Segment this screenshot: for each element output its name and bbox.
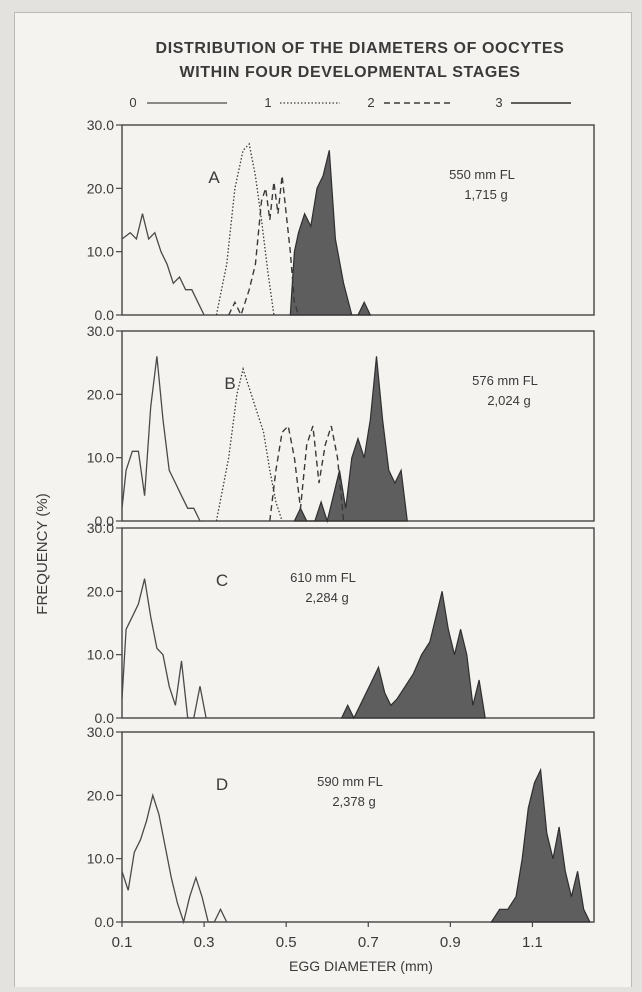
panel-letter: C: [216, 571, 228, 590]
series-stage-3-area: [293, 356, 408, 524]
y-tick-label: 20.0: [87, 583, 114, 599]
series-stage-0-line: [121, 792, 228, 925]
y-tick-label: 10.0: [87, 647, 114, 663]
y-tick-label: 30.0: [87, 520, 114, 536]
panel-frame: [121, 731, 595, 923]
panel-letter: B: [224, 374, 235, 393]
y-tick-label: 30.0: [87, 323, 114, 339]
series-stage-0-line: [121, 356, 201, 522]
panel-letter: A: [208, 168, 220, 187]
legend-item-stage-2: 2: [367, 95, 452, 110]
oocyte-diameter-chart: DISTRIBUTION OF THE DIAMETERS OF OOCYTES…: [34, 40, 595, 974]
panel-annotation: 2,378 g: [332, 794, 375, 809]
panel-annotation: 610 mm FL: [290, 570, 356, 585]
series-stage-0-line: [121, 213, 205, 316]
legend-item-stage-0: 0: [129, 95, 227, 110]
y-tick-label: 10.0: [87, 244, 114, 260]
legend-label-stage-1: 1: [264, 95, 271, 110]
figure-frame: DISTRIBUTION OF THE DIAMETERS OF OOCYTES…: [14, 12, 632, 987]
panel-annotation: 576 mm FL: [472, 373, 538, 388]
panel-annotation: 1,715 g: [464, 187, 507, 202]
panel-annotation: 2,284 g: [305, 590, 348, 605]
panel-d: 0.0 10.0 20.0 30.0 D 590 mm FL 2,378 g: [87, 724, 595, 930]
chart-title: DISTRIBUTION OF THE DIAMETERS OF OOCYTES…: [156, 40, 565, 81]
chart-title-line-2: WITHIN FOUR DEVELOPMENTAL STAGES: [180, 64, 521, 81]
panel-frame: [121, 527, 595, 719]
x-tick-label: 0.9: [440, 934, 461, 951]
legend-label-stage-0: 0: [129, 95, 136, 110]
x-tick-label: 0.5: [276, 934, 297, 951]
x-axis-label: EGG DIAMETER (mm): [289, 958, 433, 974]
panel-annotation: 590 mm FL: [317, 774, 383, 789]
x-axis: 0.1 0.3 0.5 0.7 0.9 1.1: [112, 922, 543, 951]
y-tick-label: 30.0: [87, 724, 114, 740]
panel-annotation: 2,024 g: [487, 393, 530, 408]
y-tick-label: 30.0: [87, 117, 114, 133]
legend-item-stage-3: 3: [495, 95, 571, 110]
y-tick-label: 0.0: [95, 710, 115, 726]
y-tick-label: 0.0: [95, 307, 115, 323]
y-tick-label: 0.0: [95, 914, 115, 930]
series-stage-3-area: [289, 150, 372, 316]
y-tick-label: 20.0: [87, 386, 114, 402]
series-stage-0-line: [121, 578, 207, 719]
y-tick-label: 10.0: [87, 851, 114, 867]
legend-item-stage-1: 1: [264, 95, 340, 110]
y-tick-label: 20.0: [87, 180, 114, 196]
series-stage-3-area: [490, 767, 591, 923]
y-tick-label: 20.0: [87, 787, 114, 803]
chart-legend: 0 1 2 3: [129, 95, 571, 110]
panel-a: 0.0 10.0 20.0 30.0 A 550 mm FL 1,715 g: [87, 117, 595, 323]
x-tick-label: 0.7: [358, 934, 379, 951]
series-stage-2-line: [269, 424, 345, 522]
x-tick-label: 0.1: [112, 934, 133, 951]
panel-frame: [121, 124, 595, 316]
y-tick-label: 10.0: [87, 450, 114, 466]
panel-letter: D: [216, 775, 228, 794]
x-tick-label: 1.1: [522, 934, 543, 951]
y-tick-label: 0.0: [95, 513, 115, 529]
legend-label-stage-2: 2: [367, 95, 374, 110]
panel-b: 0.0 10.0 20.0 30.0 B 576 mm FL 2,024 g: [87, 323, 595, 529]
series-stage-3-area: [340, 591, 486, 720]
x-tick-label: 0.3: [194, 934, 215, 951]
y-axis-label: FREQUENCY (%): [34, 493, 51, 614]
series-stage-2-line: [228, 175, 300, 317]
series-stage-1-line: [215, 366, 283, 522]
chart-panels: 0.0 10.0 20.0 30.0 A 550 mm FL 1,715 g 0.0 10.0 2…: [87, 117, 595, 930]
chart-title-line-1: DISTRIBUTION OF THE DIAMETERS OF OOCYTES: [156, 40, 565, 57]
series-stage-1-line: [215, 142, 275, 316]
panel-c: 0.0 10.0 20.0 30.0 C 610 mm FL 2,284 g: [87, 520, 595, 726]
panel-annotation: 550 mm FL: [449, 167, 515, 182]
legend-label-stage-3: 3: [495, 95, 502, 110]
